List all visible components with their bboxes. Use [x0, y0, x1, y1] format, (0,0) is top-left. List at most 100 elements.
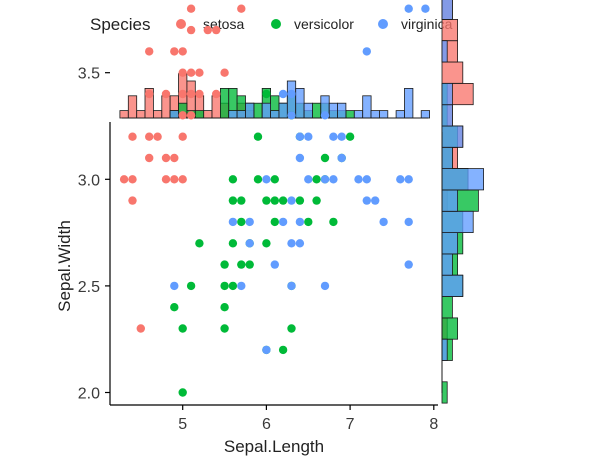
point-setosa — [128, 132, 137, 141]
legend-marker-versicolor — [271, 19, 281, 29]
y-axis-ticks: 2.02.53.03.54.04.5 — [78, 66, 110, 403]
point-versicolor — [228, 175, 238, 184]
right-hist-bar-virginica — [441, 232, 459, 255]
x-tick-label: 5 — [178, 416, 187, 433]
point-virginica — [245, 217, 254, 227]
point-virginica — [228, 217, 238, 227]
point-versicolor — [220, 281, 229, 291]
point-setosa — [170, 47, 179, 56]
right-hist-bar-versicolor — [441, 381, 448, 404]
point-setosa — [161, 89, 171, 99]
point-versicolor — [295, 196, 305, 205]
point-versicolor — [220, 324, 229, 333]
point-virginica — [304, 175, 313, 184]
point-versicolor — [270, 217, 279, 227]
point-versicolor — [262, 196, 271, 205]
point-virginica — [278, 217, 288, 227]
point-virginica — [337, 153, 346, 163]
point-versicolor — [220, 260, 229, 269]
point-virginica — [404, 217, 413, 227]
point-versicolor — [170, 303, 179, 312]
legend: Species setosa versicolor virginica — [90, 15, 453, 34]
top-hist-bar-virginica — [228, 110, 238, 119]
top-hist-bar-virginica — [169, 110, 179, 119]
point-versicolor — [195, 239, 204, 248]
point-setosa — [145, 47, 154, 56]
point-versicolor — [220, 303, 229, 312]
point-versicolor — [253, 132, 263, 141]
right-hist-bar-virginica — [441, 189, 459, 212]
point-versicolor — [270, 196, 279, 205]
point-virginica — [362, 47, 371, 56]
point-versicolor — [278, 345, 288, 355]
top-hist-bar-setosa — [161, 95, 171, 119]
point-virginica — [404, 4, 413, 13]
top-hist-bar-virginica — [370, 110, 380, 119]
right-hist-bar-virginica — [441, 338, 448, 361]
right-hist-bar-virginica — [441, 210, 474, 234]
point-setosa — [186, 25, 196, 35]
point-virginica — [295, 217, 305, 227]
point-virginica — [304, 132, 313, 141]
point-versicolor — [186, 281, 196, 291]
right-hist-bar-virginica — [441, 0, 453, 20]
top-hist-bar-virginica — [278, 102, 288, 119]
top-hist-bar-virginica — [328, 102, 339, 119]
top-hist-bar-virginica — [261, 102, 272, 119]
point-versicolor — [253, 175, 263, 184]
y-tick-label: 2.0 — [78, 386, 100, 403]
point-setosa — [136, 324, 145, 333]
point-setosa — [178, 89, 187, 99]
point-virginica — [262, 175, 271, 184]
point-setosa — [186, 111, 196, 120]
right-hist-bar-versicolor — [441, 296, 453, 319]
right-hist-bar-virginica — [441, 274, 464, 297]
point-virginica — [396, 175, 405, 184]
point-setosa — [237, 4, 246, 13]
point-setosa — [212, 89, 221, 99]
top-hist-bar-virginica — [337, 102, 347, 119]
point-virginica — [362, 196, 371, 205]
point-versicolor — [320, 153, 330, 163]
right-hist-bar-virginica — [441, 40, 448, 63]
point-setosa — [195, 68, 204, 77]
top-hist-bar-versicolor — [219, 88, 230, 119]
x-tick-label: 8 — [429, 416, 438, 433]
top-hist-bar-virginica — [303, 102, 313, 119]
x-tick-label: 6 — [262, 416, 271, 433]
point-virginica — [354, 175, 363, 184]
point-virginica — [421, 4, 430, 13]
right-hist-bar-versicolor — [441, 317, 459, 340]
top-hist-bar-setosa — [119, 110, 129, 119]
point-virginica — [295, 153, 305, 163]
point-versicolor — [228, 281, 238, 291]
point-setosa — [178, 68, 187, 77]
point-setosa — [161, 175, 171, 184]
point-versicolor — [237, 260, 246, 269]
point-versicolor — [262, 89, 271, 99]
point-versicolor — [245, 260, 254, 269]
point-virginica — [320, 111, 330, 120]
point-setosa — [128, 196, 137, 205]
point-setosa — [186, 4, 196, 13]
point-versicolor — [178, 324, 187, 333]
top-hist-bar-virginica — [236, 110, 246, 119]
point-virginica — [329, 132, 338, 141]
point-versicolor — [304, 217, 313, 227]
point-versicolor — [262, 239, 271, 248]
point-setosa — [178, 132, 187, 141]
top-hist-bar-setosa — [203, 110, 213, 119]
point-virginica — [287, 89, 296, 99]
point-setosa — [170, 153, 179, 163]
point-setosa — [161, 153, 171, 163]
point-versicolor — [178, 388, 187, 397]
point-setosa — [170, 175, 179, 184]
right-hist-bar-virginica — [441, 168, 484, 191]
point-versicolor — [228, 239, 238, 248]
point-versicolor — [270, 175, 279, 184]
point-versicolor — [278, 196, 288, 205]
y-tick-label: 3.5 — [78, 66, 100, 83]
point-setosa — [153, 132, 162, 141]
point-virginica — [362, 175, 371, 184]
